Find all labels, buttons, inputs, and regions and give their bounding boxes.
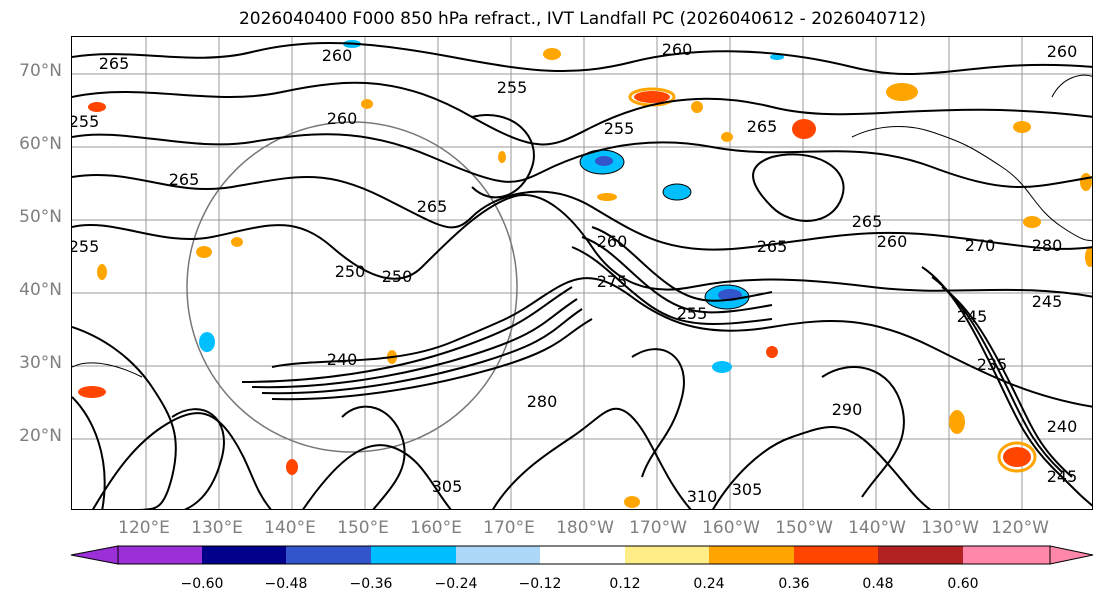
contour-label-group: 265 260 260 255 255 250 250 240 245 235 … [72,40,1077,506]
colorbar-tick: 0.48 [862,576,894,592]
lon-label: 130°E [191,518,243,538]
lon-label: 140°W [848,518,906,538]
contour-label: 240 [327,350,358,369]
lat-label-30n: 30°N [19,353,62,373]
contour-label: 260 [662,40,693,59]
colorbar-tick: 0.12 [609,576,641,592]
contour-label: 235 [977,355,1008,374]
colorbar-tick: −0.60 [180,576,224,592]
contour-label: 245 [957,307,988,326]
contour-label: 305 [432,477,463,496]
contour-label: 310 [687,487,718,506]
colorbar-tick: −0.24 [434,576,478,592]
contour-label: 245 [1047,467,1078,486]
contour-label: 255 [497,78,528,97]
contour-label: 245 [1032,292,1063,311]
lon-label: 180°W [556,518,614,538]
colorbar-segment [878,546,963,564]
lon-label: 130°W [921,518,979,538]
lat-label-70n: 70°N [19,61,62,81]
lon-label: 120°E [118,518,170,538]
lon-label: 120°W [991,518,1049,538]
contour-label: 270 [965,236,996,255]
contour-label: 260 [322,46,353,65]
colorbar-segment [456,546,540,564]
contour-label: 280 [1032,236,1063,255]
contour-label: 255 [677,304,708,323]
coastlines [72,74,1092,378]
contour-label: 260 [327,109,358,128]
contour-label: 290 [832,400,863,419]
contour-label: 265 [757,237,788,256]
lon-label: 170°E [483,518,535,538]
lat-label-40n: 40°N [19,280,62,300]
map-canvas: 265 260 260 255 255 250 250 240 245 235 … [72,37,1092,509]
colorbar [70,545,1094,565]
colorbar-segment [118,546,202,564]
colorbar-extend-high [1049,545,1094,565]
colorbar-tick: −0.48 [264,576,308,592]
colorbar-extend-low [70,545,119,565]
colorbar-frame [117,545,1051,565]
contour-label: 240 [1047,417,1078,436]
contour-label: 275 [597,272,628,291]
colorbar-segment [202,546,286,564]
contour-label: 280 [527,392,558,411]
colorbar-tick: 0.36 [778,576,810,592]
contour-label: 260 [1047,42,1078,61]
region-outline [186,121,518,453]
contour-label: 265 [99,54,130,73]
refractivity-contours [72,41,1092,509]
lon-label: 160°E [410,518,462,538]
colorbar-segment [963,546,1050,564]
lat-label-60n: 60°N [19,134,62,154]
lon-label: 150°W [775,518,833,538]
colorbar-segment [794,546,878,564]
lat-label-20n: 20°N [19,426,62,446]
graticule [72,37,1092,509]
contour-label: 255 [604,119,635,138]
colorbar-segment [371,546,456,564]
contour-label: 250 [335,262,366,281]
lon-label: 160°W [702,518,760,538]
colorbar-tick: 0.24 [693,576,725,592]
lon-label: 170°W [629,518,687,538]
contour-label: 265 [747,117,778,136]
contour-label: 255 [72,237,99,256]
colorbar-segment [540,546,625,564]
lon-label: 150°E [337,518,389,538]
contour-label: 305 [732,480,763,499]
lon-label: 140°E [264,518,316,538]
contour-label: 260 [597,232,628,251]
colorbar-tick: 0.60 [947,576,979,592]
lat-label-50n: 50°N [19,207,62,227]
contour-label: 260 [877,232,908,251]
contour-label: 255 [72,112,99,131]
contour-label: 265 [417,197,448,216]
colorbar-segment [625,546,709,564]
contour-label: 265 [852,212,883,231]
map-title: 2026040400 F000 850 hPa refract., IVT La… [238,9,926,29]
contour-label: 265 [169,170,200,189]
colorbar-tick: −0.12 [518,576,562,592]
contour-label: 250 [382,267,413,286]
colorbar-segment [286,546,371,564]
map-panel: 265 260 260 255 255 250 250 240 245 235 … [71,36,1093,510]
colorbar-tick: −0.36 [349,576,393,592]
colorbar-segment [709,546,794,564]
